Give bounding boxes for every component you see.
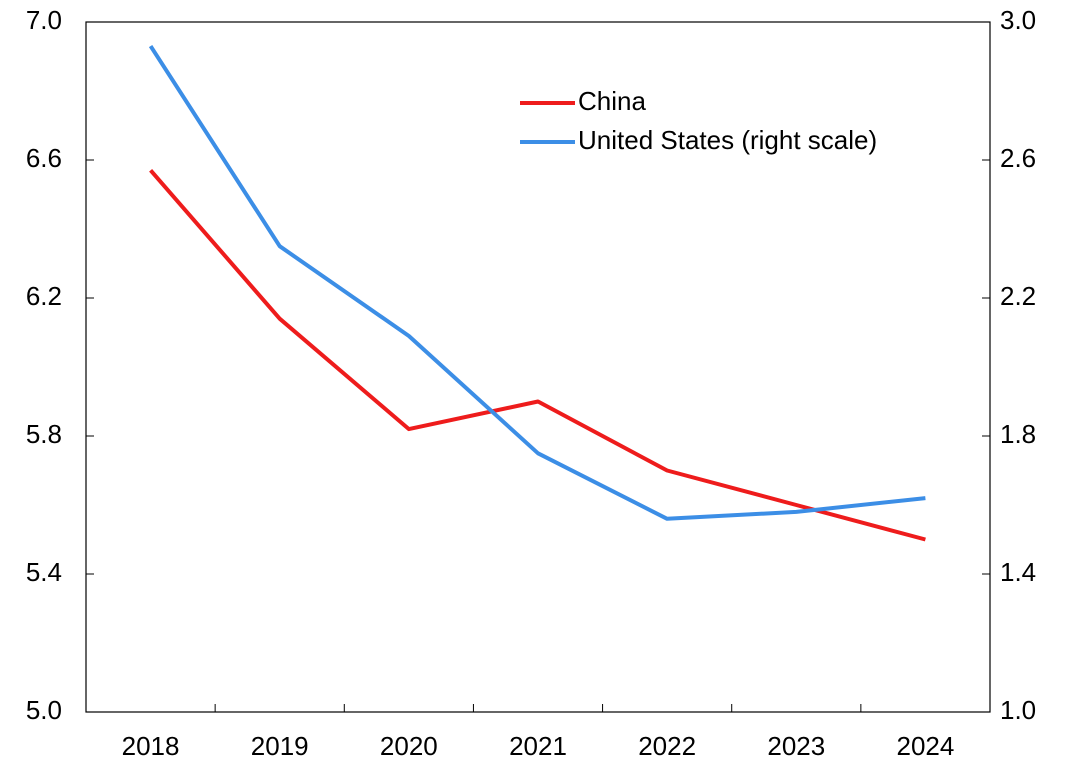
x-tick-label: 2020 bbox=[380, 731, 438, 761]
x-tick-label: 2024 bbox=[897, 731, 955, 761]
y2-tick-label: 2.6 bbox=[1000, 143, 1036, 173]
y-tick-label: 7.0 bbox=[26, 5, 62, 35]
y2-tick-label: 2.2 bbox=[1000, 281, 1036, 311]
legend-label: China bbox=[578, 86, 646, 116]
x-tick-label: 2023 bbox=[767, 731, 825, 761]
x-tick-label: 2021 bbox=[509, 731, 567, 761]
y-tick-label: 5.4 bbox=[26, 557, 62, 587]
x-tick-label: 2019 bbox=[251, 731, 309, 761]
series-line bbox=[148, 45, 926, 521]
legend-label: United States (right scale) bbox=[578, 125, 877, 155]
y-tick-label: 5.8 bbox=[26, 419, 62, 449]
y-tick-label: 6.2 bbox=[26, 281, 62, 311]
y2-tick-label: 1.4 bbox=[1000, 557, 1036, 587]
y-tick-label: 5.0 bbox=[26, 695, 62, 725]
y2-tick-label: 1.8 bbox=[1000, 419, 1036, 449]
x-tick-label: 2022 bbox=[638, 731, 696, 761]
x-tick-label: 2018 bbox=[122, 731, 180, 761]
plot-frame bbox=[85, 21, 991, 713]
series-line bbox=[149, 168, 926, 542]
y2-tick-label: 1.0 bbox=[1000, 695, 1036, 725]
y2-tick-label: 3.0 bbox=[1000, 5, 1036, 35]
y-tick-label: 6.6 bbox=[26, 143, 62, 173]
